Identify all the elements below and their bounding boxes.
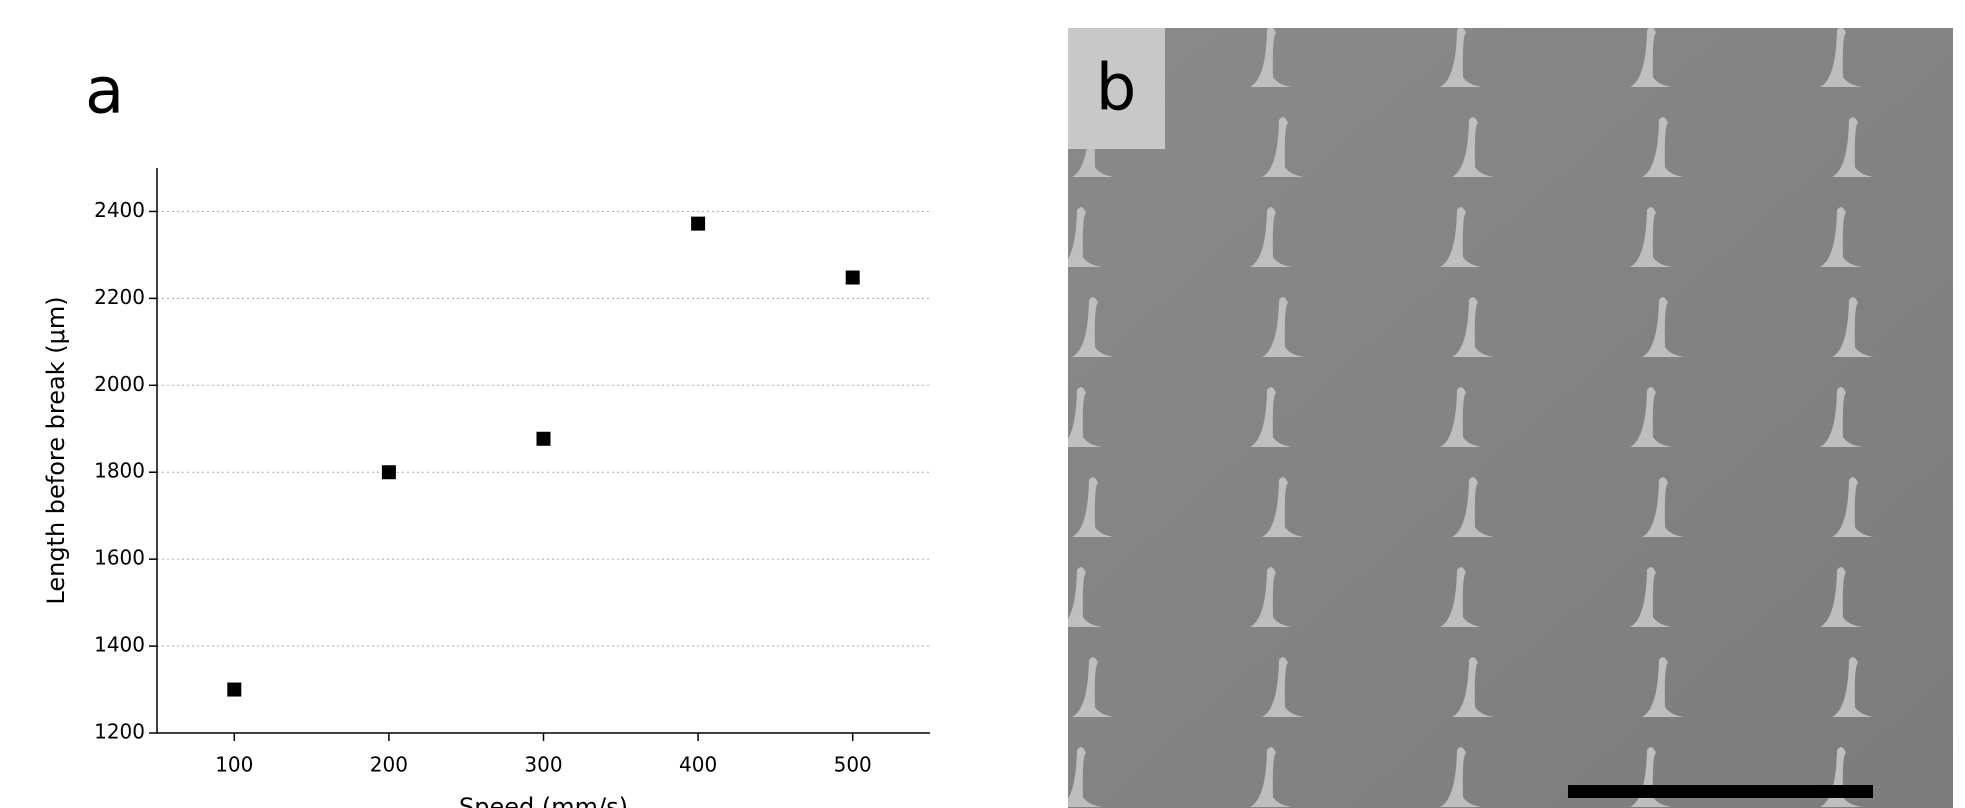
microneedle [1068, 567, 1102, 627]
microneedle [1630, 747, 1672, 807]
microneedle [1630, 567, 1672, 627]
microneedle [1072, 657, 1114, 717]
y-tick-label: 1800 [94, 459, 145, 483]
microneedle [1068, 747, 1102, 807]
microneedle [1262, 297, 1304, 357]
scatter-plot: 1200 1400 1600 1800 2000 2200 2400 100 200 300 400… [42, 168, 930, 808]
microneedle [1820, 747, 1862, 807]
microneedle [1630, 387, 1672, 447]
sem-background [1068, 28, 1953, 808]
microneedle [1068, 207, 1102, 267]
microneedle [1820, 387, 1862, 447]
microneedle [1072, 477, 1114, 537]
microneedle [1820, 567, 1862, 627]
x-tick-label: 200 [370, 753, 408, 777]
microneedle [1440, 567, 1482, 627]
y-tick-label: 1600 [94, 546, 145, 570]
microneedle [1832, 117, 1874, 177]
microneedle [1452, 477, 1494, 537]
microneedle [1440, 207, 1482, 267]
data-point [691, 216, 706, 231]
microneedle [1642, 117, 1684, 177]
x-tick-label: 500 [834, 753, 872, 777]
y-axis-label: Length before break (μm) [42, 296, 70, 604]
microneedle [1250, 207, 1292, 267]
microneedle [1832, 657, 1874, 717]
microneedle [1642, 657, 1684, 717]
data-point [227, 682, 242, 697]
microneedle [1262, 657, 1304, 717]
microneedle [1832, 477, 1874, 537]
label-box [1068, 28, 1165, 149]
microneedle [1820, 28, 1862, 87]
microneedle [1452, 297, 1494, 357]
microneedle [1250, 28, 1292, 87]
microneedle [1642, 477, 1684, 537]
microneedle [1452, 117, 1494, 177]
sem-image: b [1068, 28, 1953, 808]
panel-label: a [85, 55, 124, 129]
y-tick-label: 1200 [94, 720, 145, 744]
x-tick-label: 400 [679, 753, 717, 777]
data-point [381, 465, 396, 480]
y-tick-label: 2200 [94, 285, 145, 309]
microneedle [1832, 297, 1874, 357]
microneedle [1630, 207, 1672, 267]
data-point [845, 270, 860, 285]
microneedle [1452, 657, 1494, 717]
y-tick-label: 1400 [94, 633, 145, 657]
microneedle [1250, 747, 1292, 807]
microneedle [1250, 387, 1292, 447]
microneedle [1630, 28, 1672, 87]
y-tick-label: 2000 [94, 372, 145, 396]
microneedle [1068, 387, 1102, 447]
x-tick-label: 100 [215, 753, 253, 777]
microneedle [1072, 297, 1114, 357]
microneedle [1262, 477, 1304, 537]
microneedle [1440, 747, 1482, 807]
scale-bar [1568, 785, 1873, 798]
microneedle [1440, 28, 1482, 87]
microneedle [1250, 567, 1292, 627]
microneedle [1262, 117, 1304, 177]
x-tick-label: 300 [524, 753, 562, 777]
x-axis-label: Speed (mm/s) [459, 793, 628, 808]
microneedle [1642, 297, 1684, 357]
microneedle [1820, 207, 1862, 267]
data-point [536, 431, 551, 446]
y-tick-label: 2400 [94, 198, 145, 222]
panel-label: b [1096, 52, 1137, 126]
microneedle [1440, 387, 1482, 447]
